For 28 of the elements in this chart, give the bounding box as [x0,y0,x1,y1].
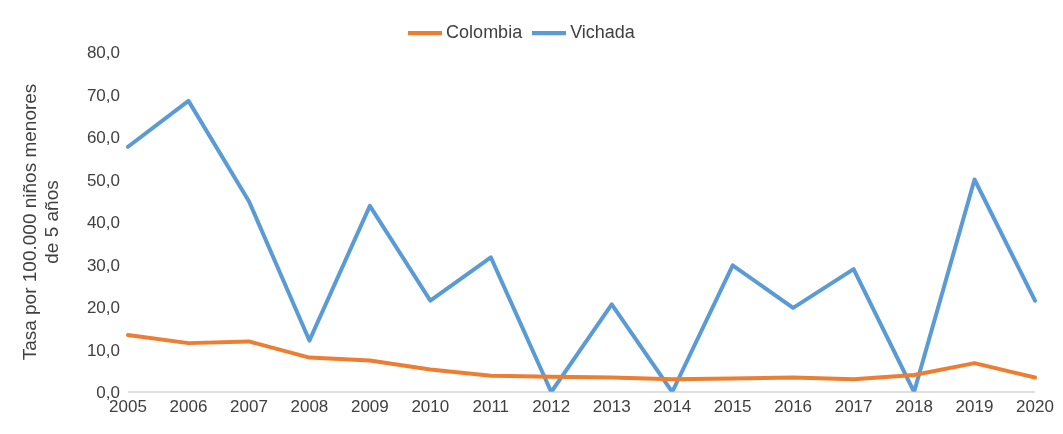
y-axis-title: Tasa por 100.000 niños menores de 5 años [19,83,62,361]
x-tick-label: 2009 [350,397,389,417]
y-tick-label: 50,0 [86,170,120,190]
y-tick-label: 80,0 [86,43,120,63]
x-tick-label: 2016 [774,397,813,417]
x-tick-label: 2007 [230,397,268,417]
x-tick-label: 2008 [290,397,329,417]
y-tick-label: 10,0 [86,340,120,360]
x-tick-label: 2011 [472,397,510,417]
legend-label: Vichada [570,21,635,42]
y-tick-label: 40,0 [86,213,120,233]
y-tick-label: 30,0 [86,255,120,275]
x-tick-label: 2020 [1016,397,1054,417]
x-tick-label: 2017 [834,397,873,417]
legend-label: Colombia [446,21,523,42]
x-tick-label: 2013 [592,397,631,417]
y-tick-label: 60,0 [86,128,120,148]
x-tick-label: 2010 [411,397,450,417]
line-series [126,333,1037,382]
x-tick-label: 2012 [532,397,571,417]
x-tick-label: 2015 [713,397,752,417]
x-tick-label: 2006 [169,397,208,417]
x-tick-label: 2014 [653,397,692,417]
x-tick-label: 2018 [895,397,933,417]
x-tick-label: 2019 [955,397,994,417]
line-series [126,98,1037,392]
y-tick-label: 70,0 [86,85,120,105]
y-tick-label: 20,0 [86,298,120,318]
